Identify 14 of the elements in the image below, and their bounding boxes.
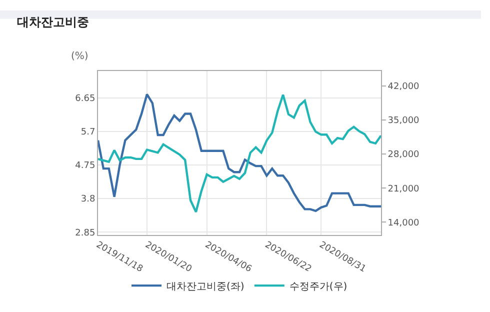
chart-title: 대차잔고비중 [17, 15, 90, 30]
y2-tick-label: 14,000 [388, 218, 420, 228]
y-tick-label: 4.75 [75, 161, 96, 172]
y-tick-label: 6.65 [75, 94, 96, 104]
y-tick-label: 3.8 [80, 194, 96, 205]
y2-tick-label: 28,000 [388, 150, 420, 160]
y-tick-label: 5.7 [80, 128, 96, 138]
legend-label: 수정주가(우) [289, 281, 348, 292]
y2-tick-label: 35,000 [388, 116, 420, 126]
legend-label: 대차잔고비중(좌) [166, 281, 244, 292]
y2-tick-label: 42,000 [388, 82, 420, 92]
y-axis-title: (%) [71, 51, 88, 62]
y-tick-label: 2.85 [75, 228, 96, 238]
y2-tick-label: 21,000 [388, 184, 420, 194]
